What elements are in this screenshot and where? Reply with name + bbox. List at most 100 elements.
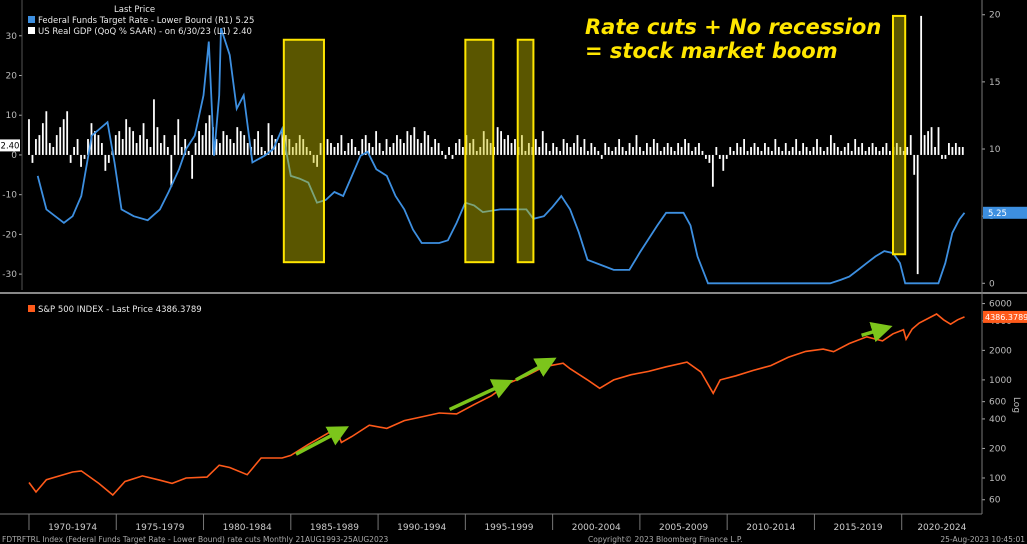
left-tick-label: 10 [6, 111, 18, 121]
gdp-bar [208, 115, 211, 155]
gdp-bar [316, 154, 319, 167]
gdp-bar [705, 154, 707, 159]
gdp-bar [173, 135, 176, 155]
gdp-bar [219, 143, 221, 155]
gdp-bar [361, 139, 364, 155]
log-tick-label: 60 [989, 496, 1001, 506]
gdp-bar [906, 147, 909, 155]
gdp-bar [753, 143, 756, 155]
gdp-bar [645, 143, 648, 155]
gdp-bar [496, 127, 499, 155]
gdp-bar [271, 135, 273, 155]
gdp-bar [677, 143, 680, 155]
rate-cut-highlight-box [464, 38, 495, 264]
gdp-bar [87, 139, 89, 155]
gdp-bar [673, 150, 676, 155]
gdp-bar [948, 143, 950, 155]
log-tick-label: 2000 [989, 346, 1012, 356]
gdp-bar [347, 143, 350, 155]
gdp-bar [416, 139, 419, 155]
bottom-panel: 600040002000100060040020010060Log4386.37… [28, 300, 1027, 533]
gdp-bar [479, 147, 482, 155]
gdp-bar [864, 150, 867, 155]
gdp-bar [326, 139, 329, 155]
gdp-bar [406, 131, 409, 155]
gdp-bar [205, 123, 207, 155]
gdp-bar [823, 150, 825, 155]
gdp-bar [73, 147, 76, 155]
gdp-bar [538, 147, 541, 155]
gdp-bar [59, 127, 62, 155]
gdp-bar [409, 135, 412, 155]
gdp-bar [396, 135, 398, 155]
log-tick-label: 400 [989, 415, 1006, 425]
gdp-bar [628, 143, 631, 155]
gdp-bar [114, 135, 117, 155]
gdp-bar [392, 143, 395, 155]
gdp-bar [895, 143, 898, 155]
gdp-bar [357, 150, 360, 155]
gdp-bar [298, 135, 301, 155]
gdp-bar [607, 147, 610, 155]
gdp-bar [139, 135, 141, 155]
gdp-bar [427, 135, 430, 155]
sp500-last-value-badge [983, 310, 1027, 323]
gdp-bar [333, 147, 336, 155]
gdp-bar [927, 131, 929, 155]
gdp-bar [146, 139, 148, 155]
gdp-bar [354, 147, 357, 155]
gdp-bar [670, 147, 673, 155]
gdp-bar [444, 154, 447, 159]
gdp-bar [597, 150, 600, 155]
gdp-bar [586, 150, 589, 155]
gdp-bar [729, 147, 732, 155]
gdp-bar [722, 154, 725, 171]
gdp-bar [781, 150, 784, 155]
fed-last-value-badge [983, 206, 1027, 219]
gdp-bar [767, 147, 770, 155]
annotation-line-2: = stock market boom [585, 39, 838, 63]
gdp-bar [319, 143, 322, 155]
log-tick-label: 200 [989, 444, 1006, 454]
gdp-bar [31, 154, 34, 163]
gdp-bar [135, 143, 138, 155]
gdp-bar [691, 150, 693, 155]
gdp-bar [552, 143, 555, 155]
gdp-bar [194, 143, 197, 155]
legend-swatch-gdp [28, 27, 35, 34]
left-tick-label: 0 [11, 151, 17, 161]
gdp-bar [593, 147, 596, 155]
gdp-bar [791, 147, 794, 155]
legend-gdp: US Real GDP (QoQ % SAAR) - on 6/30/23 (L… [38, 27, 252, 37]
gdp-bar [718, 154, 721, 159]
gdp-bar [451, 154, 454, 159]
footer: FDTRFTRL Index (Federal Funds Target Rat… [2, 535, 1025, 544]
gdp-last-value: 2.40 [1, 141, 20, 151]
gdp-bar [847, 143, 850, 155]
x-tick-label: 1975-1979 [135, 523, 184, 533]
gdp-bar [843, 147, 846, 155]
gdp-bar [125, 119, 128, 155]
gdp-bar [368, 143, 371, 155]
gdp-bar [930, 127, 933, 155]
x-tick-label: 2015-2019 [834, 523, 883, 533]
gdp-bar [857, 147, 860, 155]
gdp-bar [149, 147, 152, 155]
gdp-bar [76, 139, 79, 155]
gdp-bar [239, 131, 242, 155]
gdp-bar [274, 139, 277, 155]
right-tick-label: 20 [989, 11, 1001, 21]
gdp-bar [934, 147, 936, 155]
gdp-bar [732, 150, 735, 155]
annotation: Rate cuts + No recession = stock market … [585, 15, 881, 63]
gdp-bar [378, 143, 381, 155]
gdp-bar [663, 147, 666, 155]
gdp-bar [437, 143, 440, 155]
log-tick-label: 1000 [989, 376, 1012, 386]
legend-swatch-fed-funds [28, 16, 35, 23]
gdp-bar [725, 154, 728, 159]
gdp-bar [153, 99, 155, 155]
gdp-bar [382, 150, 384, 155]
left-tick-label: -30 [2, 270, 17, 280]
